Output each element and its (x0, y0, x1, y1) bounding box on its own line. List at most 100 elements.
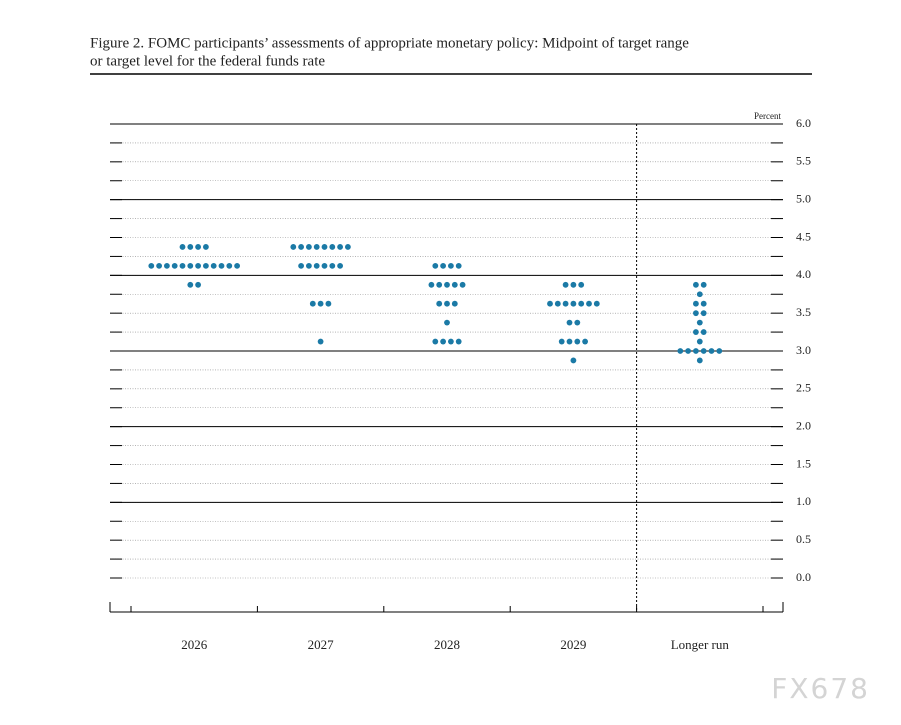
dot (290, 244, 297, 250)
y-tick-label: 4.0 (796, 267, 811, 281)
dot (554, 300, 561, 307)
dot (345, 244, 351, 250)
x-tick-label: Longer run (671, 637, 730, 652)
dot (317, 300, 324, 307)
dot (677, 348, 684, 354)
dot (570, 300, 577, 307)
dot (574, 319, 581, 326)
dot (187, 262, 194, 269)
dot (436, 300, 443, 307)
dot (693, 310, 699, 317)
dot (562, 281, 569, 288)
dot (187, 244, 194, 250)
dot (195, 244, 202, 250)
dot (578, 281, 585, 288)
dot (696, 357, 703, 364)
dot (696, 291, 703, 298)
dot (566, 319, 573, 326)
dot (451, 281, 458, 288)
dot (309, 300, 316, 307)
dot (203, 244, 209, 250)
dot (234, 262, 241, 269)
dot (321, 262, 328, 269)
chart-title-line: Figure 2. FOMC participants’ assessments… (90, 35, 689, 51)
dot (448, 262, 454, 269)
dot (700, 310, 707, 317)
x-tick-label: 2028 (434, 637, 460, 652)
dot (226, 262, 233, 269)
dot (451, 300, 458, 307)
dot (459, 281, 466, 288)
dot (195, 262, 202, 269)
dot (195, 281, 202, 288)
dot (298, 262, 304, 269)
dot (218, 262, 225, 269)
dot (444, 300, 450, 307)
dot (321, 244, 328, 250)
watermark: FX678 (771, 672, 870, 705)
dot (325, 300, 332, 307)
dot (440, 262, 446, 269)
dot (700, 348, 707, 354)
dot (566, 338, 573, 345)
y-tick-label: 2.5 (796, 381, 811, 395)
dot (570, 357, 577, 364)
dot (432, 338, 439, 345)
dot (455, 338, 462, 345)
dot (693, 300, 699, 307)
y-tick-label: 0.5 (796, 532, 811, 546)
dot (298, 244, 304, 250)
dot (685, 348, 691, 354)
dot (586, 300, 592, 307)
dot (693, 329, 699, 335)
y-tick-label: 5.5 (796, 154, 811, 168)
y-tick-label: 4.5 (796, 229, 811, 243)
dot (708, 348, 715, 354)
dot (329, 244, 336, 250)
dot (558, 338, 565, 345)
y-axis-label: Percent (754, 111, 781, 121)
dot (179, 244, 186, 250)
dot (164, 262, 170, 269)
y-tick-label: 3.5 (796, 305, 811, 319)
dot (440, 338, 446, 345)
dot (179, 262, 186, 269)
y-tick-label: 1.0 (796, 494, 811, 508)
dot (203, 262, 209, 269)
dot (428, 281, 435, 288)
x-tick-label: 2026 (181, 637, 208, 652)
y-tick-label: 0.0 (796, 570, 811, 584)
dot (432, 262, 439, 269)
dot (313, 244, 320, 250)
dot (696, 338, 703, 345)
y-tick-label: 5.0 (796, 191, 811, 205)
dot (582, 338, 588, 345)
dot (329, 262, 336, 269)
dot (570, 281, 577, 288)
dot (693, 281, 699, 288)
dot (448, 338, 454, 345)
chart-title-line: or target level for the federal funds ra… (90, 53, 325, 69)
dot (693, 348, 699, 354)
dot (171, 262, 178, 269)
x-tick-label: 2027 (308, 637, 335, 652)
dot (187, 281, 194, 288)
y-tick-label: 6.0 (796, 116, 811, 130)
dot (148, 262, 155, 269)
dot (547, 300, 553, 307)
dot (444, 319, 450, 326)
dot (436, 281, 443, 288)
y-tick-label: 1.5 (796, 456, 811, 470)
dot (337, 262, 343, 269)
dot (700, 300, 707, 307)
x-tick-label: 2029 (560, 637, 586, 652)
dot (313, 262, 320, 269)
dot (444, 281, 450, 288)
y-tick-label: 2.0 (796, 418, 811, 432)
dot (716, 348, 723, 354)
dot (337, 244, 343, 250)
dot (574, 338, 581, 345)
dot (210, 262, 217, 269)
dot (562, 300, 569, 307)
